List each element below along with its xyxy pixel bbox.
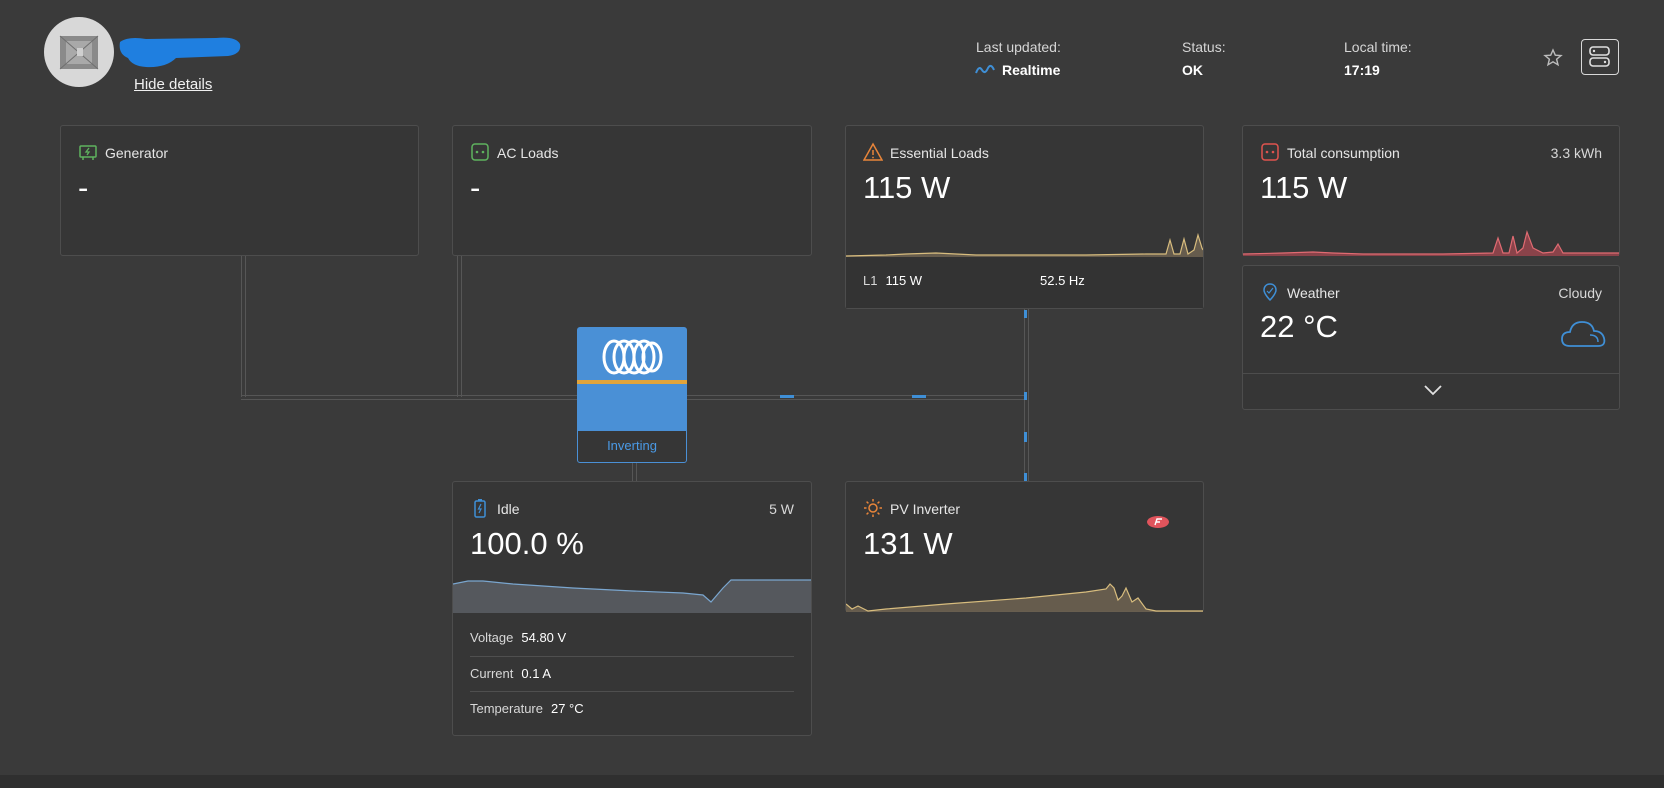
flow-dot: [1024, 310, 1027, 318]
battery-icon: [474, 499, 486, 518]
generator-title: Generator: [105, 145, 169, 161]
voltage-label: Voltage: [470, 630, 514, 645]
location-pin-icon: [1263, 283, 1277, 302]
phase-l1-row: L1 115 W: [863, 273, 922, 288]
total-consumption-sparkline: [1243, 229, 1619, 256]
flow-dot: [1024, 392, 1027, 400]
fronius-logo-icon: [1147, 516, 1169, 528]
divider: [470, 656, 794, 657]
essential-loads-title: Essential Loads: [890, 145, 989, 161]
voltage-row: Voltage 54.80 V: [470, 630, 566, 645]
last-updated-label: Last updated:: [976, 39, 1061, 55]
ac-loads-wire-2: [461, 256, 462, 397]
generator-wire: [241, 256, 242, 397]
battery-soc-sparkline: [453, 579, 811, 613]
local-time-value: 17:19: [1344, 62, 1380, 78]
warning-icon: [863, 142, 883, 161]
generator-card[interactable]: Generator -: [60, 125, 419, 256]
victron-logo-icon: [602, 339, 663, 375]
pv-inverter-value: 131 W: [863, 526, 953, 561]
inverter-block[interactable]: Inverting: [577, 327, 687, 463]
temperature-label: Temperature: [470, 701, 543, 716]
total-consumption-energy: 3.3 kWh: [1550, 145, 1602, 161]
flow-dot: [912, 395, 926, 398]
status-label: Status:: [1182, 39, 1226, 55]
chevron-down-icon[interactable]: [1423, 384, 1443, 396]
flow-dot: [780, 395, 794, 398]
battery-state: Idle: [497, 501, 520, 517]
server-icon: [1589, 46, 1610, 67]
inverter-status: Inverting: [607, 438, 657, 453]
battery-card[interactable]: Idle 5 W 100.0 % Voltage 54.80 V Current 0…: [452, 481, 812, 736]
current-row: Current 0.1 A: [470, 666, 551, 681]
essential-loads-value: 115 W: [863, 170, 951, 205]
ac-loads-value: -: [470, 170, 481, 205]
phase-label: L1: [863, 273, 878, 288]
device-list-button[interactable]: [1581, 39, 1619, 75]
current-value: 0.1 A: [521, 666, 551, 681]
sun-icon: [864, 499, 882, 517]
generator-wire-2: [245, 256, 246, 397]
current-label: Current: [470, 666, 514, 681]
ac-loads-card[interactable]: AC Loads -: [452, 125, 812, 256]
favorite-star-icon[interactable]: [1543, 48, 1563, 68]
weather-card[interactable]: Weather Cloudy 22 °C: [1242, 265, 1620, 410]
generator-icon: [79, 145, 97, 160]
local-time-label: Local time:: [1344, 39, 1412, 55]
site-image-icon: [59, 35, 99, 70]
socket-icon: [1261, 143, 1279, 161]
voltage-value: 54.80 V: [521, 630, 567, 645]
battery-power: 5 W: [769, 501, 794, 517]
generator-value: -: [78, 170, 89, 205]
last-updated-value: Realtime: [1002, 62, 1061, 78]
ac-loads-title: AC Loads: [497, 145, 559, 161]
essential-wire-2: [1028, 309, 1029, 481]
pv-inverter-card[interactable]: PV Inverter 131 W: [845, 481, 1204, 612]
weather-value: 22 °C: [1260, 309, 1338, 344]
temperature-row: Temperature 27 °C: [470, 701, 584, 716]
pv-inverter-title: PV Inverter: [890, 501, 961, 517]
divider: [470, 691, 794, 692]
essential-loads-card[interactable]: Essential Loads 115 W L1 115 W 52.5 Hz: [845, 125, 1204, 309]
total-consumption-value: 115 W: [1260, 170, 1348, 205]
battery-soc: 100.0 %: [470, 526, 584, 561]
flow-dot: [1024, 473, 1027, 481]
total-consumption-card[interactable]: Total consumption 3.3 kWh 115 W: [1242, 125, 1620, 256]
ac-loads-wire: [457, 256, 458, 397]
battery-wire: [632, 463, 633, 481]
weather-title: Weather: [1287, 285, 1340, 301]
total-consumption-title: Total consumption: [1287, 145, 1400, 161]
pv-inverter-sparkline: [846, 583, 1203, 612]
weather-condition: Cloudy: [1558, 285, 1602, 301]
site-avatar[interactable]: [44, 17, 114, 87]
footer-bar: [0, 775, 1664, 788]
cloudy-icon: [1561, 321, 1606, 347]
status-value: OK: [1182, 62, 1203, 78]
essential-loads-sparkline: [846, 232, 1203, 258]
hide-details-link[interactable]: Hide details: [134, 76, 213, 93]
frequency-value: 52.5 Hz: [1040, 273, 1085, 288]
phase-value: 115 W: [885, 273, 923, 288]
redacted-site-name: [119, 37, 241, 68]
flow-dot: [1024, 432, 1027, 442]
socket-icon: [471, 143, 489, 161]
temperature-value: 27 °C: [550, 701, 584, 716]
realtime-wave-icon: [975, 64, 995, 74]
battery-wire-2: [636, 463, 637, 481]
